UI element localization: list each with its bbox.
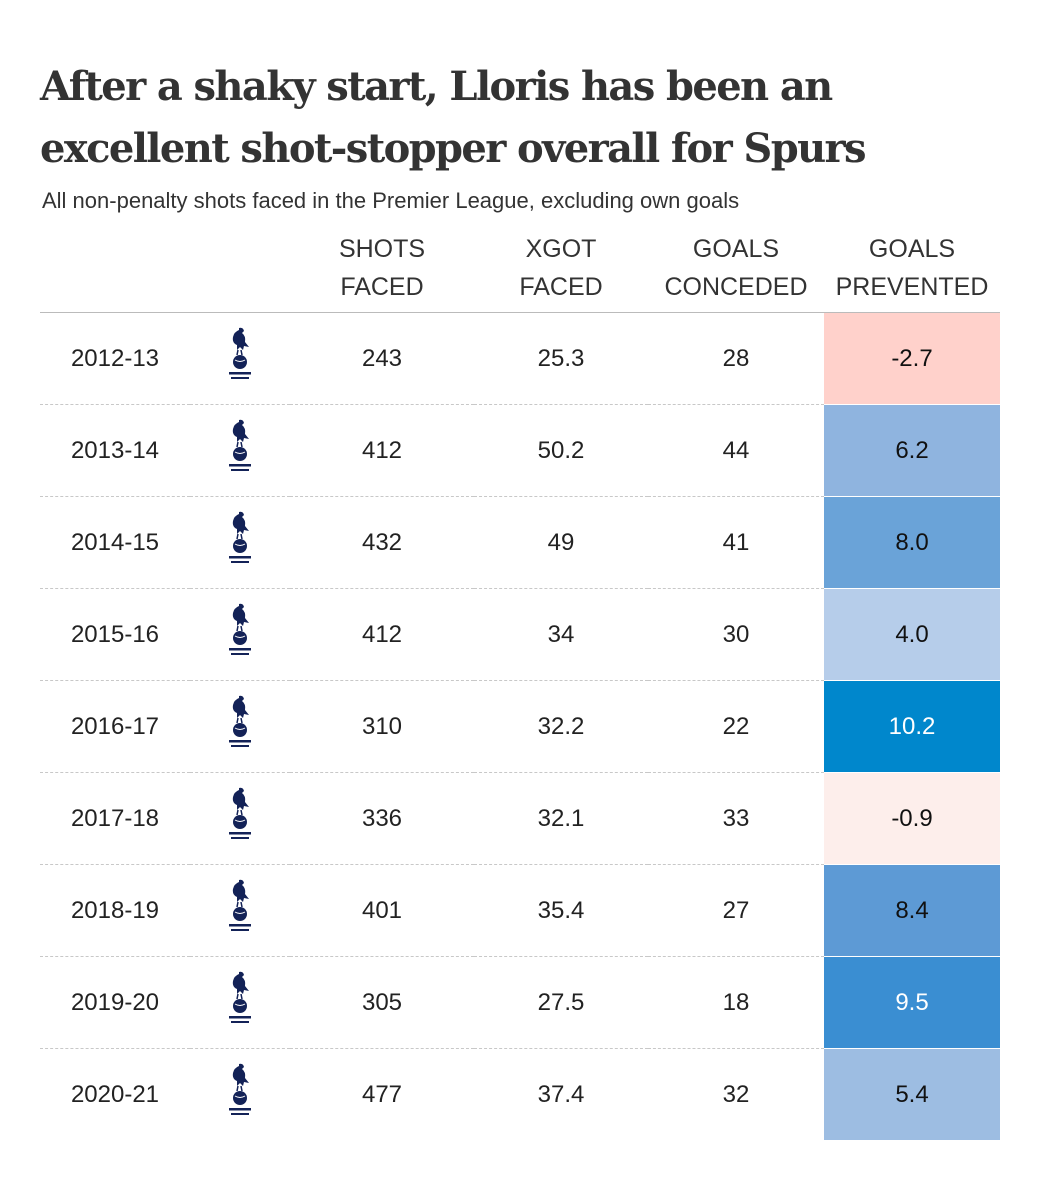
club-logo <box>229 879 251 931</box>
shots-faced: 310 <box>290 680 474 773</box>
shots-faced: 477 <box>361 1080 403 1108</box>
club-logo <box>229 787 251 839</box>
subtitle: All non-penalty shots faced in the Premi… <box>42 188 740 213</box>
xgot-faced: 34 <box>474 588 648 681</box>
goals-prevented: 9.5 <box>824 956 1000 1049</box>
club-logo <box>229 971 251 1023</box>
club-logo <box>229 695 251 747</box>
goals-prevented: 10.2 <box>824 680 1000 773</box>
table-row: 2013-14 412 50.2 44 6.2 <box>40 404 1000 497</box>
header-cell: XGOT FACED <box>474 230 648 313</box>
goals-conceded: 41 <box>648 496 824 589</box>
table-row: 2014-15 432 49 41 8.0 <box>40 496 1000 589</box>
season: 2018-19 <box>40 864 190 957</box>
logo-cell <box>190 312 290 405</box>
logo-cell <box>190 680 290 773</box>
season: 2016-17 <box>40 680 190 773</box>
header-cell: SHOTS FACED <box>290 230 474 313</box>
table-row: 2018-19 401 35.4 27 8.4 <box>40 864 1000 957</box>
goals-conceded: 27 <box>648 864 824 957</box>
club-logo <box>229 1063 251 1115</box>
goals-prevented: 6.2 <box>824 404 1000 497</box>
table-row: 2019-20 305 27.5 18 9.5 <box>40 956 1000 1049</box>
shots-faced: 412 <box>290 588 474 681</box>
season: 2015-16 <box>40 588 190 681</box>
table-row: 2015-16 412 34 30 4.0 <box>40 588 1000 681</box>
goals-conceded: 44 <box>648 404 824 497</box>
logo-cell <box>190 864 290 957</box>
graphic: After a shaky start, Lloris has been an … <box>40 56 1000 1140</box>
logo-cell <box>190 588 290 681</box>
goals-prevented: -0.9 <box>824 772 1000 865</box>
shots-faced: 336 <box>290 772 474 865</box>
goals-prevented: -2.7 <box>824 312 1000 405</box>
column-header: SHOTS FACED <box>338 235 426 301</box>
goals-conceded: 28 <box>648 312 824 405</box>
goals-conceded: 30 <box>648 588 824 681</box>
goals-conceded: 32 <box>722 1080 750 1108</box>
xgot-faced: 25.3 <box>474 312 648 405</box>
xgot-faced: 50.2 <box>474 404 648 497</box>
title: After a shaky start, Lloris has been an … <box>40 63 867 172</box>
header-cell: GOALS CONCEDED <box>648 230 824 313</box>
logo-cell <box>190 404 290 497</box>
season: 2017-18 <box>40 772 190 865</box>
header-cell <box>190 230 290 313</box>
season: 2020-21 <box>70 1080 160 1108</box>
shots-faced: 432 <box>290 496 474 589</box>
column-header: GOALS CONCEDED <box>664 235 808 301</box>
goals-prevented: 5.4 <box>824 1048 1000 1140</box>
shots-faced: 305 <box>290 956 474 1049</box>
season: 2019-20 <box>40 956 190 1049</box>
goals-conceded: 18 <box>648 956 824 1049</box>
column-header: GOALS PREVENTED <box>835 235 989 301</box>
season: 2014-15 <box>40 496 190 589</box>
club-logo <box>229 603 251 655</box>
data-table: SHOTS FACED XGOT FACED GOALS CONCEDED GOALS… <box>40 230 1000 1140</box>
header-cell: GOALS PREVENTED <box>824 230 1000 313</box>
header-cell <box>40 230 190 313</box>
xgot-faced: 37.4 <box>537 1080 585 1108</box>
header-row: SHOTS FACED XGOT FACED GOALS CONCEDED GOALS… <box>40 230 1000 313</box>
logo-cell <box>190 772 290 865</box>
logo-cell <box>190 956 290 1049</box>
table-row: 2016-17 310 32.2 22 10.2 <box>40 680 1000 773</box>
club-logo <box>229 511 251 563</box>
xgot-faced: 35.4 <box>474 864 648 957</box>
shots-faced: 243 <box>290 312 474 405</box>
club-logo <box>229 327 251 379</box>
xgot-faced: 49 <box>474 496 648 589</box>
xgot-faced: 27.5 <box>474 956 648 1049</box>
season: 2013-14 <box>40 404 190 497</box>
goals-prevented: 8.0 <box>824 496 1000 589</box>
goals-prevented: 8.4 <box>824 864 1000 957</box>
shots-faced: 401 <box>290 864 474 957</box>
goals-conceded: 33 <box>648 772 824 865</box>
season: 2012-13 <box>40 312 190 405</box>
table-row: 2020-21 477 37.4 32 5.4 <box>40 1048 1000 1141</box>
xgot-faced: 32.1 <box>474 772 648 865</box>
table-row: 2012-13 243 25.3 28 -2.7 <box>40 312 1000 405</box>
goals-conceded: 22 <box>648 680 824 773</box>
logo-cell <box>190 496 290 589</box>
table-body: 2012-13 243 25.3 28 -2.7 2013-14 412 50.2 44 6.2 2… <box>40 312 1000 1141</box>
club-logo <box>229 419 251 471</box>
shots-faced: 412 <box>290 404 474 497</box>
column-header: XGOT FACED <box>519 235 603 301</box>
goals-prevented: 4.0 <box>824 588 1000 681</box>
xgot-faced: 32.2 <box>474 680 648 773</box>
table-row: 2017-18 336 32.1 33 -0.9 <box>40 772 1000 865</box>
logo-cell <box>190 1049 290 1141</box>
